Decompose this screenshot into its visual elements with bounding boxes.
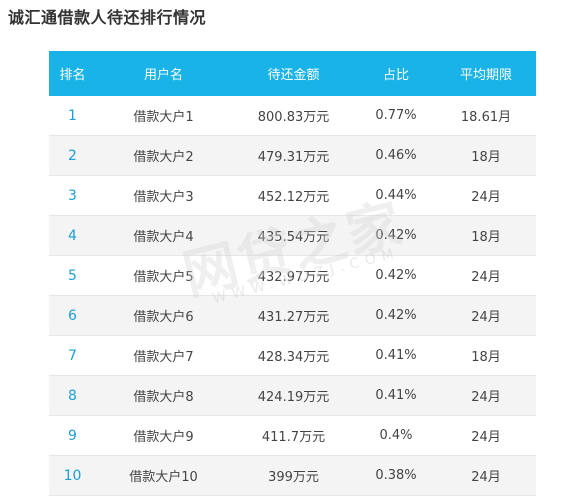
- rank-cell: 4: [49, 215, 96, 256]
- amount-cell: 431.27万元: [231, 295, 356, 336]
- table-row: 5 借款大户5 432.97万元 0.42% 24月: [49, 255, 536, 296]
- table-row: 9 借款大户9 411.7万元 0.4% 24月: [49, 415, 536, 456]
- ranking-table: 排名 用户名 待还金额 占比 平均期限 1 借款大户1 800.83万元 0.7…: [49, 51, 536, 496]
- table-row: 10 借款大户10 399万元 0.38% 24月: [49, 455, 536, 496]
- rank-cell: 10: [49, 455, 96, 496]
- amount-cell: 411.7万元: [231, 415, 356, 456]
- term-cell: 18月: [436, 135, 536, 176]
- amount-cell: 432.97万元: [231, 255, 356, 296]
- table-header-row: 排名 用户名 待还金额 占比 平均期限: [49, 51, 536, 96]
- username-cell: 借款大户6: [96, 295, 231, 336]
- amount-cell: 424.19万元: [231, 375, 356, 416]
- amount-cell: 452.12万元: [231, 175, 356, 216]
- ratio-cell: 0.42%: [356, 295, 436, 336]
- username-cell: 借款大户5: [96, 255, 231, 296]
- amount-cell: 800.83万元: [231, 96, 356, 136]
- ratio-cell: 0.4%: [356, 415, 436, 456]
- rank-cell: 1: [49, 96, 96, 136]
- ratio-cell: 0.77%: [356, 96, 436, 136]
- header-rank: 排名: [49, 51, 96, 96]
- term-cell: 18.61月: [436, 96, 536, 136]
- table-row: 3 借款大户3 452.12万元 0.44% 24月: [49, 175, 536, 216]
- amount-cell: 479.31万元: [231, 135, 356, 176]
- header-username: 用户名: [96, 51, 231, 96]
- username-cell: 借款大户3: [96, 175, 231, 216]
- term-cell: 24月: [436, 175, 536, 216]
- term-cell: 18月: [436, 335, 536, 376]
- username-cell: 借款大户8: [96, 375, 231, 416]
- username-cell: 借款大户1: [96, 96, 231, 136]
- ratio-cell: 0.42%: [356, 255, 436, 296]
- table-row: 7 借款大户7 428.34万元 0.41% 18月: [49, 335, 536, 376]
- table-row: 4 借款大户4 435.54万元 0.42% 18月: [49, 215, 536, 256]
- rank-cell: 7: [49, 335, 96, 376]
- rank-cell: 5: [49, 255, 96, 296]
- header-term: 平均期限: [436, 51, 536, 96]
- table-row: 6 借款大户6 431.27万元 0.42% 24月: [49, 295, 536, 336]
- term-cell: 24月: [436, 455, 536, 496]
- ratio-cell: 0.46%: [356, 135, 436, 176]
- username-cell: 借款大户10: [96, 455, 231, 496]
- amount-cell: 435.54万元: [231, 215, 356, 256]
- rank-cell: 3: [49, 175, 96, 216]
- username-cell: 借款大户2: [96, 135, 231, 176]
- table-row: 8 借款大户8 424.19万元 0.41% 24月: [49, 375, 536, 416]
- ratio-cell: 0.44%: [356, 175, 436, 216]
- term-cell: 24月: [436, 295, 536, 336]
- header-ratio: 占比: [356, 51, 436, 96]
- rank-cell: 6: [49, 295, 96, 336]
- ratio-cell: 0.42%: [356, 215, 436, 256]
- rank-cell: 8: [49, 375, 96, 416]
- table-row: 2 借款大户2 479.31万元 0.46% 18月: [49, 135, 536, 176]
- username-cell: 借款大户9: [96, 415, 231, 456]
- username-cell: 借款大户4: [96, 215, 231, 256]
- ratio-cell: 0.41%: [356, 375, 436, 416]
- ratio-cell: 0.38%: [356, 455, 436, 496]
- term-cell: 24月: [436, 375, 536, 416]
- term-cell: 24月: [436, 255, 536, 296]
- amount-cell: 399万元: [231, 455, 356, 496]
- username-cell: 借款大户7: [96, 335, 231, 376]
- ratio-cell: 0.41%: [356, 335, 436, 376]
- term-cell: 18月: [436, 215, 536, 256]
- amount-cell: 428.34万元: [231, 335, 356, 376]
- table-row: 1 借款大户1 800.83万元 0.77% 18.61月: [49, 96, 536, 136]
- page-title: 诚汇通借款人待还排行情况: [8, 8, 207, 27]
- term-cell: 24月: [436, 415, 536, 456]
- rank-cell: 9: [49, 415, 96, 456]
- rank-cell: 2: [49, 135, 96, 176]
- header-amount: 待还金额: [231, 51, 356, 96]
